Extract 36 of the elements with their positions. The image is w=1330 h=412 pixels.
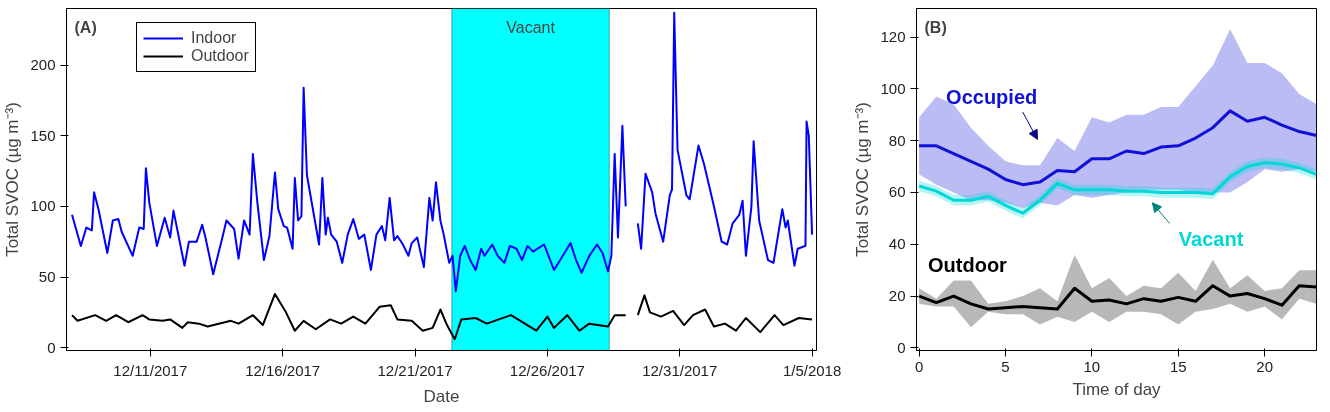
x-tick-label: 12/16/2017 (245, 361, 321, 379)
x-tick-label: 0 (914, 357, 924, 375)
x-axis-title: Time of day (1072, 379, 1162, 399)
y-tick-label: 100 (30, 197, 56, 215)
y-tick-label: 0 (897, 338, 906, 356)
x-tick-label: 12/31/2017 (642, 361, 718, 379)
series-label: Outdoor (928, 254, 1008, 276)
text: (B) (924, 18, 947, 36)
y-tick-label: 60 (888, 183, 906, 201)
y-axis-title: Total SVOC (µg m⁻³) (3, 102, 23, 257)
x-axis-title: Date (423, 386, 460, 406)
y-tick-label: 50 (38, 268, 56, 286)
y-tick-label: 80 (888, 131, 906, 149)
line-series (917, 109, 1317, 187)
y-tick-label: 20 (888, 287, 906, 305)
x-tick-label: 12/26/2017 (509, 361, 585, 379)
y-tick-label: 100 (880, 79, 906, 97)
legend-label: Indoor (191, 29, 237, 47)
series-label: Vacant (1178, 228, 1244, 251)
series-label: Occupied (946, 85, 1038, 108)
x-tick-label: 15 (1169, 357, 1187, 375)
y-tick-label: 120 (880, 28, 906, 45)
x-tick-label: 1/5/2018 (782, 361, 842, 379)
x-tick-label: 5 (1001, 357, 1010, 375)
y-axis-title: Total SVOC (µg m⁻³) (853, 102, 873, 257)
y-tick-label: 150 (30, 126, 56, 144)
text: (A) (74, 18, 97, 36)
x-tick-label: 20 (1256, 357, 1274, 375)
y-tick-label: 0 (47, 338, 56, 356)
x-tick-label: 12/11/2017 (113, 361, 188, 379)
y-tick-label: 40 (888, 235, 906, 253)
legend-label: Outdoor (191, 47, 249, 65)
y-tick-label: 200 (30, 56, 56, 74)
x-tick-label: 12/21/2017 (377, 361, 453, 379)
band-label: Vacant (506, 18, 556, 36)
x-tick-label: 10 (1083, 357, 1101, 375)
